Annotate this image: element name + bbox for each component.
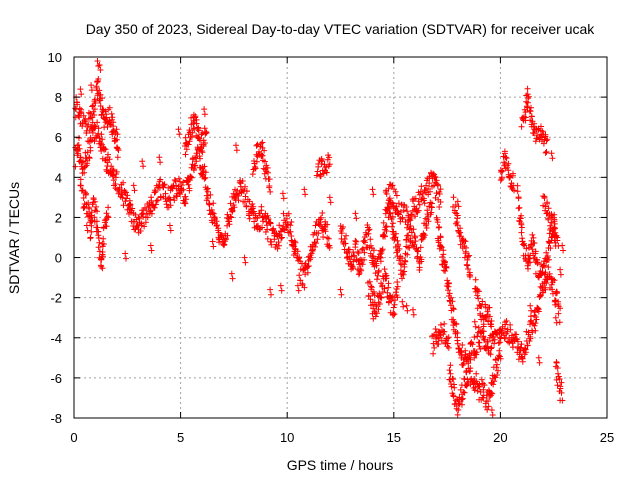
plot-frame (73, 56, 608, 419)
y-tick-label: 6 (55, 130, 62, 145)
chart-title: Day 350 of 2023, Sidereal Day-to-day VTE… (86, 21, 596, 37)
y-tick-label: -6 (50, 371, 62, 386)
y-tick-label: 8 (55, 90, 62, 105)
x-axis-label: GPS time / hours (287, 457, 394, 473)
y-tick-label: 2 (55, 210, 62, 225)
y-tick-label: -4 (50, 331, 62, 346)
y-tick-label: 10 (48, 50, 62, 65)
y-tick-label: -2 (50, 291, 62, 306)
y-tick-label: 0 (55, 251, 62, 266)
x-tick-label: 0 (70, 430, 77, 445)
sdtvar-series-markers (72, 58, 567, 418)
x-tick-label: 15 (387, 430, 401, 445)
grid-lines (74, 57, 607, 418)
y-tick-label: 4 (55, 170, 62, 185)
x-tick-label: 5 (177, 430, 184, 445)
y-axis-label: SDTVAR / TECUs (6, 182, 22, 294)
x-tick-label: 25 (600, 430, 614, 445)
data-points (72, 58, 567, 418)
x-tick-label: 20 (493, 430, 507, 445)
y-tick-label: -8 (50, 411, 62, 426)
x-tick-label: 10 (280, 430, 294, 445)
axis-ticks: 0 5 10 15 20 25 -8 -6 -4 -2 0 2 4 6 8 10 (48, 50, 615, 445)
